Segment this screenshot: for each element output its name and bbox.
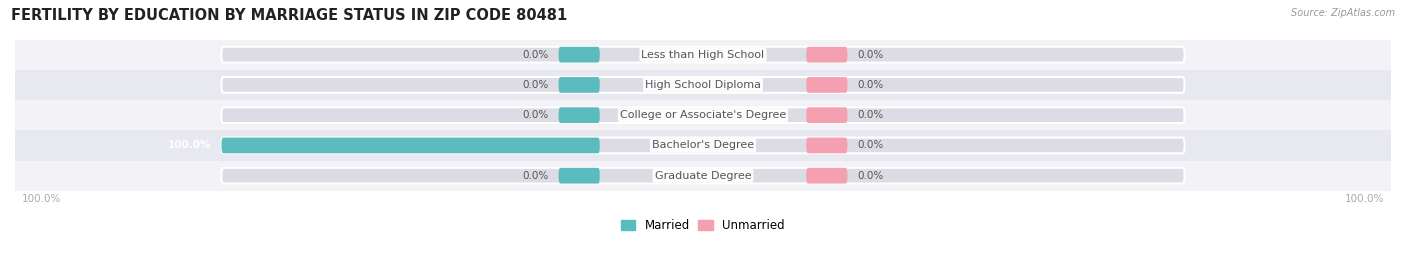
FancyBboxPatch shape — [221, 107, 1185, 123]
Text: 100.0%: 100.0% — [22, 194, 62, 204]
Text: High School Diploma: High School Diploma — [645, 80, 761, 90]
Text: 0.0%: 0.0% — [522, 110, 548, 120]
Text: 0.0%: 0.0% — [858, 171, 884, 181]
Text: 0.0%: 0.0% — [858, 140, 884, 150]
Text: Less than High School: Less than High School — [641, 50, 765, 60]
Text: 0.0%: 0.0% — [522, 171, 548, 181]
FancyBboxPatch shape — [221, 137, 1185, 153]
Text: 0.0%: 0.0% — [858, 110, 884, 120]
Text: Source: ZipAtlas.com: Source: ZipAtlas.com — [1291, 8, 1395, 18]
Text: 0.0%: 0.0% — [858, 80, 884, 90]
Bar — [15, 70, 1391, 100]
FancyBboxPatch shape — [558, 77, 600, 93]
Text: College or Associate's Degree: College or Associate's Degree — [620, 110, 786, 120]
FancyBboxPatch shape — [806, 137, 848, 153]
FancyBboxPatch shape — [806, 168, 848, 183]
Bar — [15, 161, 1391, 191]
Text: FERTILITY BY EDUCATION BY MARRIAGE STATUS IN ZIP CODE 80481: FERTILITY BY EDUCATION BY MARRIAGE STATU… — [11, 8, 568, 23]
FancyBboxPatch shape — [558, 47, 600, 62]
Text: Graduate Degree: Graduate Degree — [655, 171, 751, 181]
Bar — [15, 100, 1391, 130]
FancyBboxPatch shape — [221, 137, 600, 153]
Bar — [15, 130, 1391, 161]
FancyBboxPatch shape — [558, 168, 600, 183]
Text: Bachelor's Degree: Bachelor's Degree — [652, 140, 754, 150]
FancyBboxPatch shape — [221, 77, 1185, 93]
Bar — [15, 40, 1391, 70]
Legend: Married, Unmarried: Married, Unmarried — [621, 219, 785, 232]
FancyBboxPatch shape — [806, 107, 848, 123]
FancyBboxPatch shape — [221, 47, 1185, 62]
FancyBboxPatch shape — [806, 77, 848, 93]
Text: 100.0%: 100.0% — [167, 140, 211, 150]
FancyBboxPatch shape — [558, 107, 600, 123]
Text: 0.0%: 0.0% — [522, 80, 548, 90]
Text: 100.0%: 100.0% — [1344, 194, 1384, 204]
Text: 0.0%: 0.0% — [522, 50, 548, 60]
FancyBboxPatch shape — [806, 47, 848, 62]
Text: 0.0%: 0.0% — [858, 50, 884, 60]
FancyBboxPatch shape — [221, 168, 1185, 183]
